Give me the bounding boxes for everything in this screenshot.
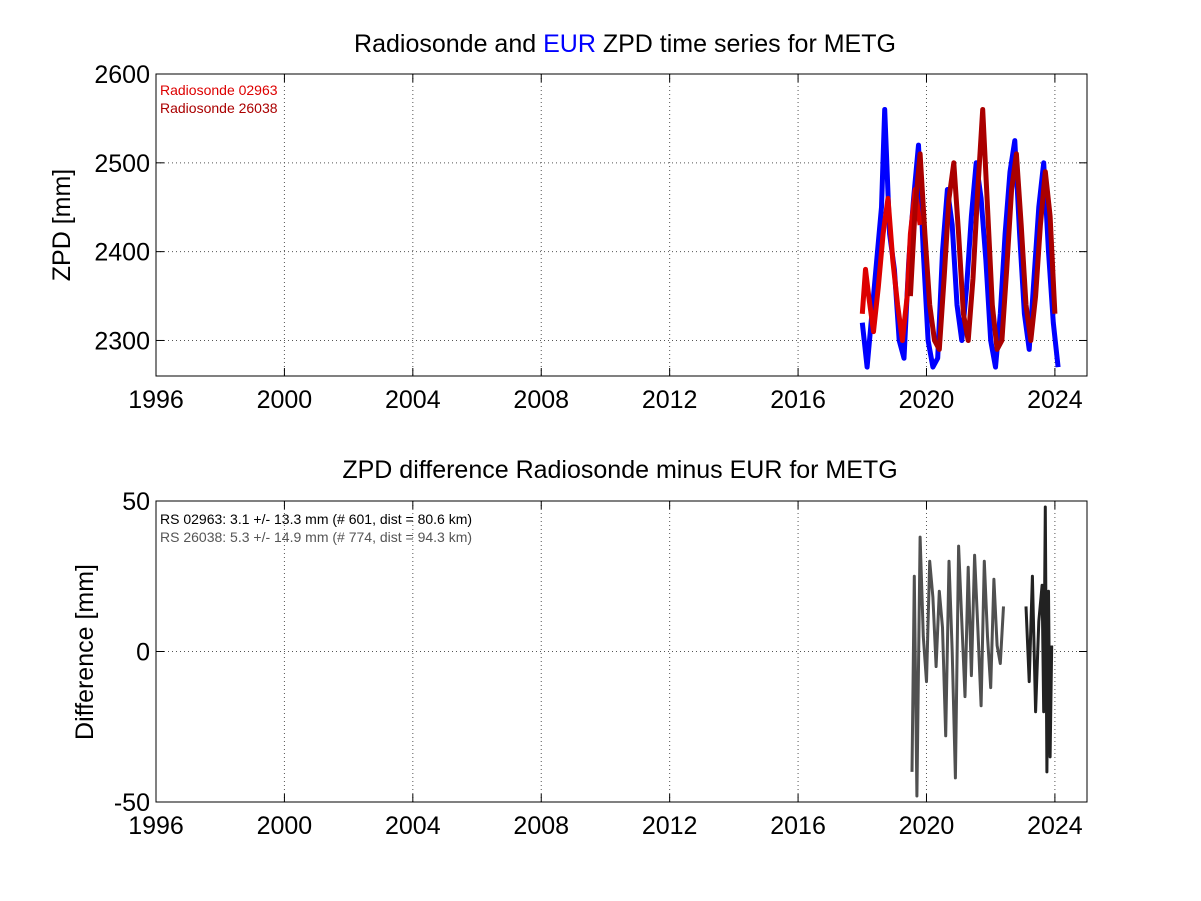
x-tick-label: 2012 [642,386,698,414]
series-line-rs-26038 [910,535,1005,798]
series-line-radiosonde-26038 [907,107,1058,352]
axes-frame-bottom [155,500,1088,803]
y-axis-label-bottom: Difference [mm] [71,564,99,740]
y-tick-labels-bottom: -50 0 50 [114,488,150,817]
legend-entry-26038: Radiosonde 26038 [160,100,278,116]
zpd-difference-panel: ZPD difference Radiosonde minus EUR for … [71,456,1088,840]
y-tick-label: 2400 [94,239,150,267]
y-tick-label: 2500 [94,150,150,178]
y-tick-label: 0 [136,639,150,667]
x-tick-label: 2024 [1027,812,1083,840]
x-tick-label: 2004 [385,386,441,414]
x-tick-label: 2016 [770,386,826,414]
y-tick-labels-top: 2300 2400 2500 2600 [94,61,150,355]
y-tick-label: 2300 [94,327,150,355]
x-tick-label: 1996 [128,386,184,414]
axes-frame-top [155,73,1088,377]
x-tick-labels-bottom: 1996 2000 2004 2008 2012 2016 2020 2024 [128,812,1083,840]
x-tick-label: 2008 [513,812,569,840]
x-tick-label: 2020 [899,812,955,840]
x-tick-labels-top: 1996 2000 2004 2008 2012 2016 2020 2024 [128,386,1083,414]
chart-title-top: Radiosonde and EUR ZPD time series for M… [354,30,896,58]
x-tick-label: 2000 [257,812,313,840]
x-tick-label: 2024 [1027,386,1083,414]
x-tick-label: 1996 [128,812,184,840]
plot-area-top [859,107,1061,370]
series-line-rs-02963 [1024,505,1054,774]
plot-area-bottom [910,505,1054,798]
x-tick-label: 2016 [770,812,826,840]
x-tick-label: 2004 [385,812,441,840]
x-tick-label: 2008 [513,386,569,414]
stats-annotation-02963: RS 02963: 3.1 +/- 13.3 mm (# 601, dist =… [160,511,472,527]
series-line-radiosonde-02963 [859,187,923,343]
y-tick-label: -50 [114,789,150,817]
zpd-time-series-panel: Radiosonde and EUR ZPD time series for M… [48,30,1088,414]
x-tick-label: 2000 [257,386,313,414]
x-tick-label: 2012 [642,812,698,840]
chart-title-bottom: ZPD difference Radiosonde minus EUR for … [342,456,897,484]
y-tick-label: 50 [122,488,150,516]
y-axis-label-top: ZPD [mm] [48,169,76,282]
stats-annotation-26038: RS 26038: 5.3 +/- 14.9 mm (# 774, dist =… [160,529,472,545]
y-tick-label: 2600 [94,61,150,89]
legend-entry-02963: Radiosonde 02963 [160,82,278,98]
x-tick-label: 2020 [899,386,955,414]
